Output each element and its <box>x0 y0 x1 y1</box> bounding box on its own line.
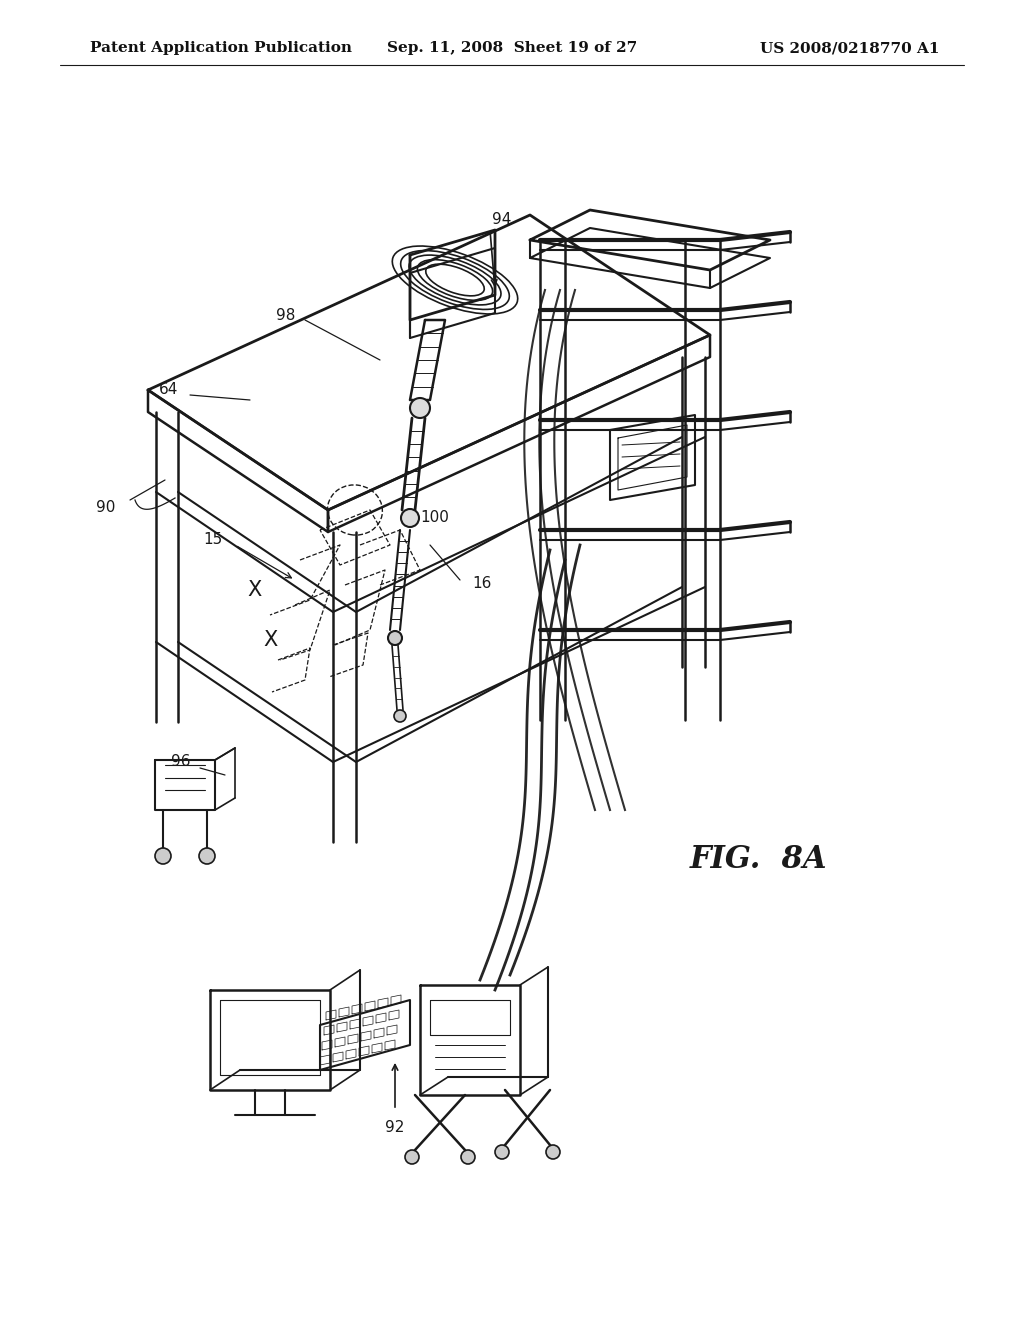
Text: FIG.  8A: FIG. 8A <box>690 845 827 875</box>
Circle shape <box>155 847 171 865</box>
Text: 96: 96 <box>171 755 190 770</box>
Text: X: X <box>263 630 278 649</box>
Text: 15: 15 <box>204 532 223 548</box>
Circle shape <box>410 399 430 418</box>
Text: US 2008/0218770 A1: US 2008/0218770 A1 <box>761 41 940 55</box>
Circle shape <box>406 1150 419 1164</box>
Text: 90: 90 <box>95 500 115 516</box>
Circle shape <box>546 1144 560 1159</box>
Text: 98: 98 <box>275 308 295 322</box>
Circle shape <box>401 510 419 527</box>
Text: 100: 100 <box>420 510 449 524</box>
Circle shape <box>495 1144 509 1159</box>
Text: 16: 16 <box>472 576 492 590</box>
Text: X: X <box>248 579 262 601</box>
Text: Sep. 11, 2008  Sheet 19 of 27: Sep. 11, 2008 Sheet 19 of 27 <box>387 41 637 55</box>
Circle shape <box>394 710 406 722</box>
Text: Patent Application Publication: Patent Application Publication <box>90 41 352 55</box>
Text: 64: 64 <box>159 383 178 397</box>
Text: 94: 94 <box>492 213 511 227</box>
Circle shape <box>199 847 215 865</box>
Circle shape <box>388 631 402 645</box>
Text: 92: 92 <box>385 1119 404 1135</box>
Circle shape <box>461 1150 475 1164</box>
